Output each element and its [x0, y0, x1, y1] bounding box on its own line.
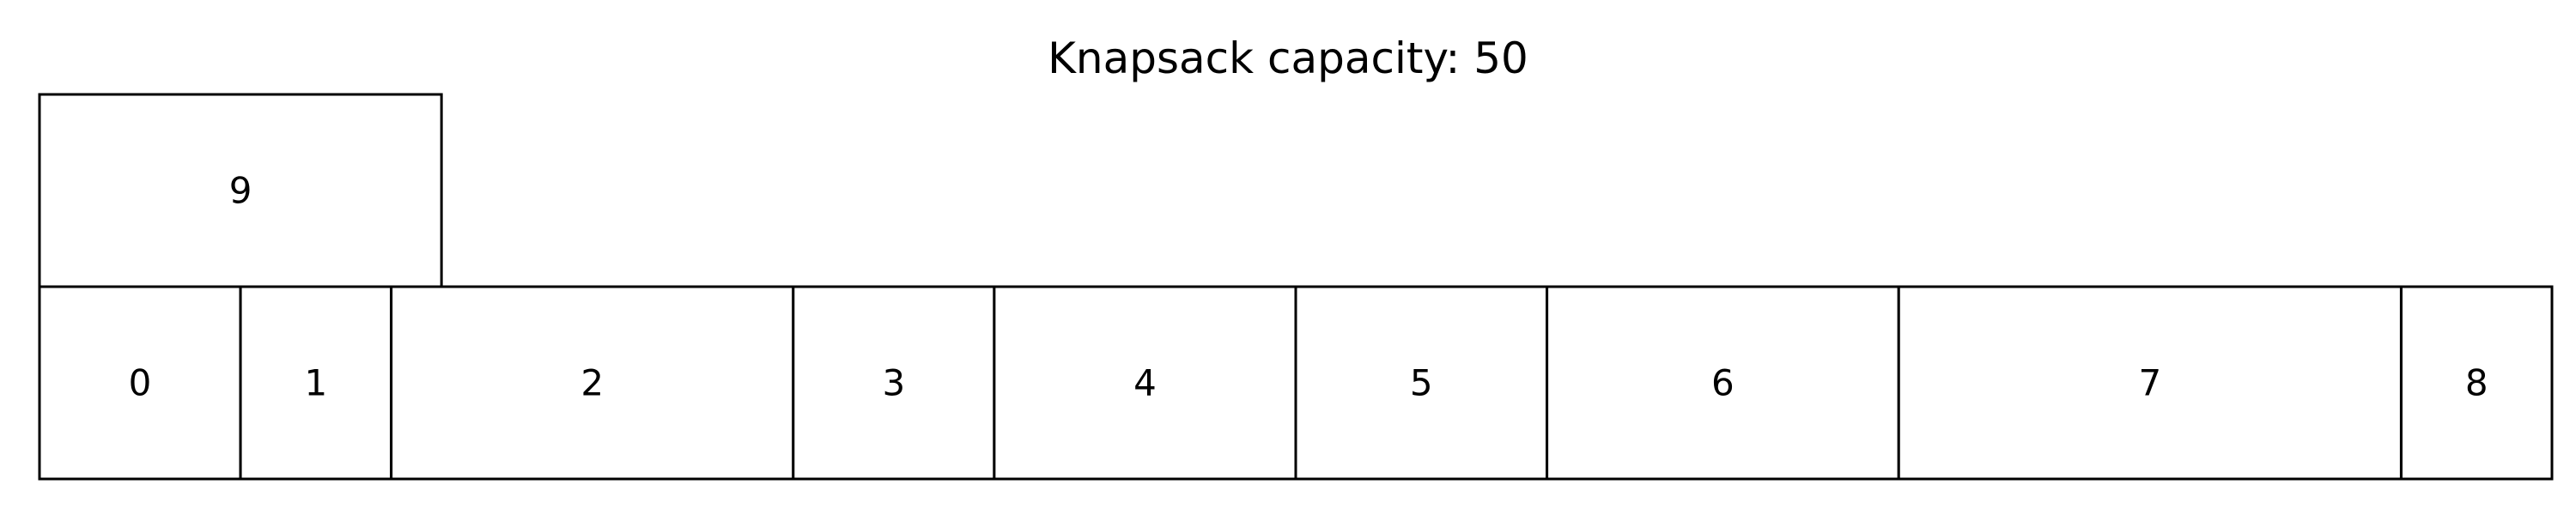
item-label: 7	[2138, 362, 2161, 404]
item-block-4: 4	[993, 285, 1297, 481]
item-label: 5	[1410, 362, 1433, 404]
item-label: 6	[1711, 362, 1735, 404]
item-block-7: 7	[1897, 285, 2403, 481]
item-rect	[792, 285, 996, 481]
item-label: 9	[229, 170, 252, 212]
item-block-6: 6	[1546, 285, 1900, 481]
item-block-1: 1	[239, 285, 393, 481]
item-block-2: 2	[390, 285, 795, 481]
item-label: 8	[2465, 362, 2488, 404]
item-block-3: 3	[792, 285, 996, 481]
item-label: 0	[129, 362, 152, 404]
item-block-8: 8	[2399, 285, 2554, 481]
item-label: 3	[882, 362, 905, 404]
item-label: 2	[580, 362, 604, 404]
item-block-9: 9	[38, 93, 443, 288]
item-block-0: 0	[38, 285, 242, 481]
item-rect	[1897, 285, 2403, 481]
item-rect	[390, 285, 795, 481]
item-label: 1	[304, 362, 327, 404]
item-rect	[1546, 285, 1900, 481]
item-rect	[38, 93, 443, 288]
item-block-5: 5	[1294, 285, 1549, 481]
item-label: 4	[1133, 362, 1157, 404]
item-rect	[993, 285, 1297, 481]
item-rect	[2399, 285, 2554, 481]
item-rect	[38, 285, 242, 481]
diagram-title: Knapsack capacity: 50	[1048, 33, 1528, 83]
item-rect	[1294, 285, 1549, 481]
